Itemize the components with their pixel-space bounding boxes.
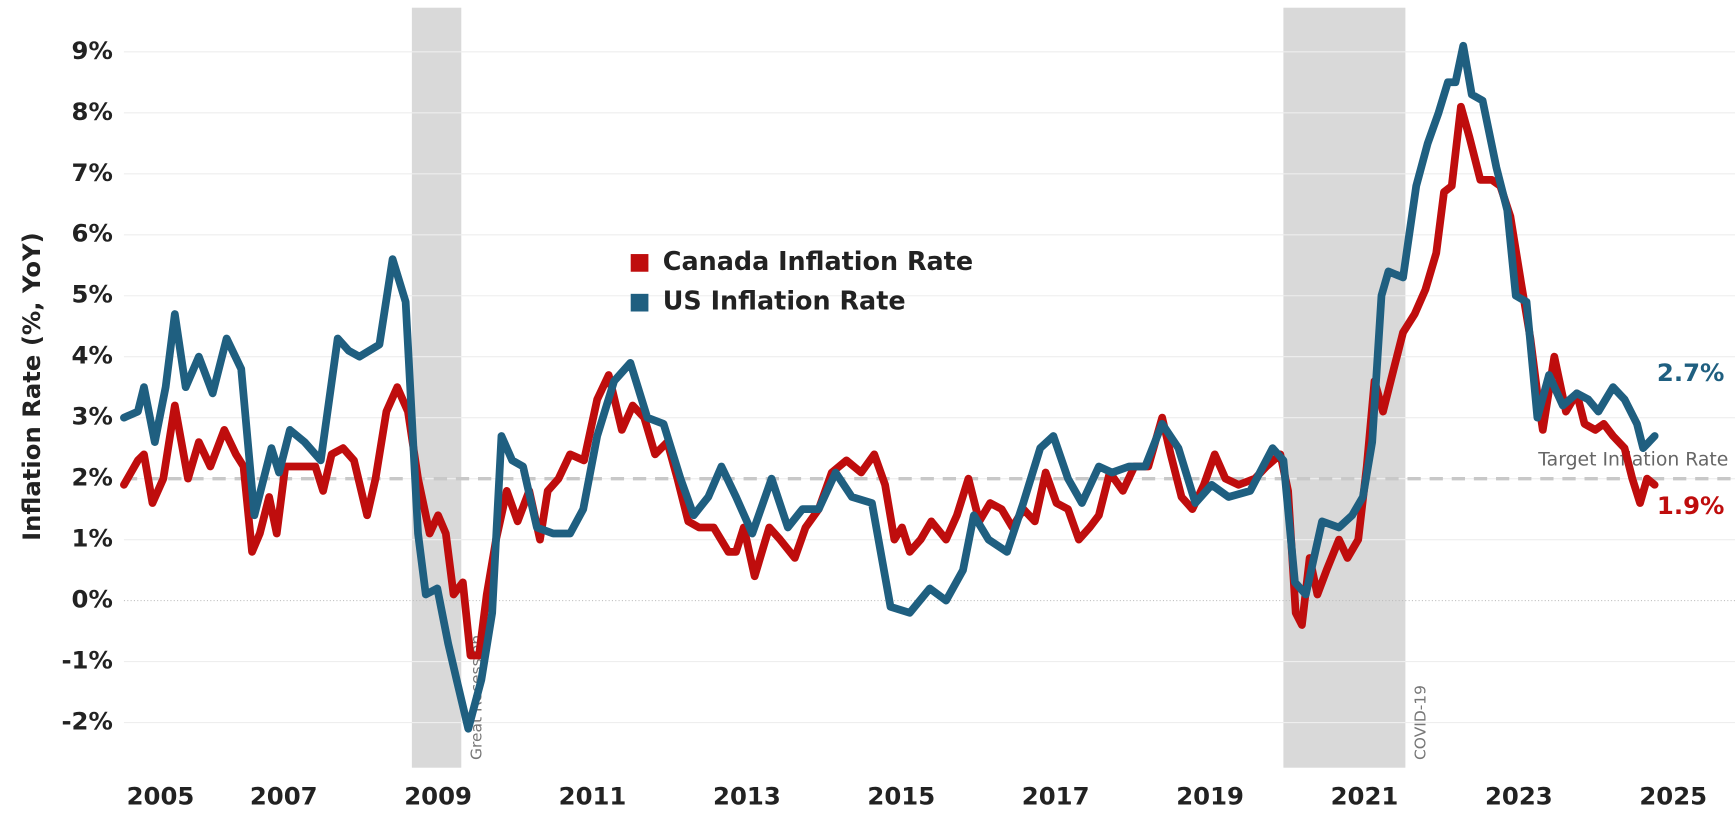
shaded-period (411, 7, 462, 768)
x-tick-label: 2011 (559, 782, 627, 811)
x-tick-label: 2013 (713, 782, 781, 811)
x-tick-label: 2017 (1022, 782, 1090, 811)
y-tick-label: 9% (72, 36, 113, 65)
legend-label: Canada Inflation Rate (663, 246, 973, 276)
x-tick-label: 2007 (250, 782, 318, 811)
y-tick-label: 8% (72, 97, 113, 126)
legend-swatch (630, 293, 649, 312)
x-tick-label: 2019 (1176, 782, 1244, 811)
end-label: 1.9% (1657, 491, 1724, 520)
end-label: 2.7% (1657, 358, 1724, 387)
x-tick-label: 2025 (1639, 782, 1707, 811)
legend-label: US Inflation Rate (663, 286, 906, 316)
y-tick-label: 1% (72, 524, 113, 553)
y-tick-label: 4% (72, 341, 113, 370)
y-tick-label: 0% (72, 585, 113, 614)
x-tick-label: 2023 (1485, 782, 1553, 811)
y-tick-label: 3% (72, 402, 113, 431)
line-series (120, 41, 1659, 733)
x-tick-label: 2009 (404, 782, 472, 811)
y-tick-label: 7% (72, 158, 113, 187)
target-label: Target Inflation Rate (1537, 449, 1728, 470)
line-series (120, 102, 1659, 660)
shaded-period-label: COVID-19 (1411, 685, 1429, 760)
y-tick-label: 2% (72, 463, 113, 492)
x-tick-label: 2021 (1331, 782, 1399, 811)
x-tick-label: 2005 (127, 782, 195, 811)
y-tick-label: 6% (72, 219, 113, 248)
y-tick-label: 5% (72, 280, 113, 309)
y-tick-label: -2% (61, 707, 112, 736)
x-tick-label: 2015 (867, 782, 935, 811)
y-tick-label: -1% (61, 646, 112, 675)
legend-swatch (630, 254, 649, 272)
y-axis-title: Inflation Rate (%, YoY) (17, 232, 46, 541)
